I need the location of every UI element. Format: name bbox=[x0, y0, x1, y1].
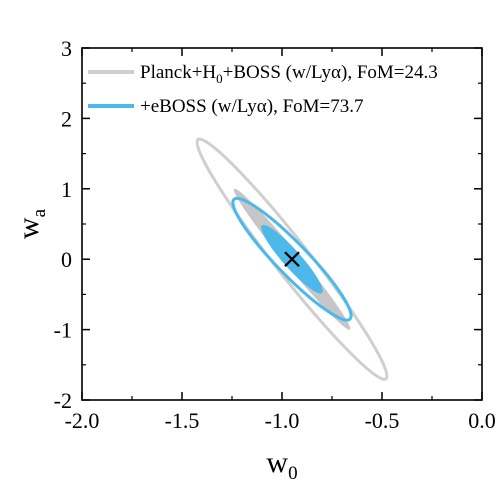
x-tick-label: -2.0 bbox=[65, 408, 100, 433]
y-axis-title-main: w bbox=[12, 217, 45, 239]
x-axis-title: w0 bbox=[266, 446, 297, 484]
x-tick-label: 0.0 bbox=[468, 408, 496, 433]
y-axis-title: wa bbox=[12, 208, 50, 239]
legend-label-planck-pre: Planck+H bbox=[140, 62, 216, 83]
legend-label-eboss: +eBOSS (w/Lyα), FoM=73.7 bbox=[140, 96, 364, 117]
legend-label-planck: Planck+H0+BOSS (w/Lyα), FoM=24.3 bbox=[140, 62, 438, 86]
legend-label-planck-post: +BOSS (w/Lyα), FoM=24.3 bbox=[223, 62, 438, 83]
legend-label-planck-subscript: 0 bbox=[216, 71, 223, 86]
y-tick-label: -1 bbox=[54, 318, 72, 343]
y-tick-label: 1 bbox=[61, 177, 72, 202]
fiducial-marker-stroke-b bbox=[284, 251, 300, 267]
y-tick-label: 0 bbox=[61, 247, 72, 272]
y-tick-label: 2 bbox=[61, 106, 72, 131]
fiducial-marker-layer bbox=[284, 251, 300, 267]
y-axis-title-subscript: a bbox=[29, 208, 50, 217]
contour-eboss-2sigma bbox=[231, 196, 353, 322]
y-tick-label: 3 bbox=[61, 36, 72, 61]
x-tick-label: -1.0 bbox=[265, 408, 300, 433]
legend: Planck+H0+BOSS (w/Lyα), FoM=24.3 +eBOSS (… bbox=[88, 62, 438, 117]
y-tick-label: -2 bbox=[54, 388, 72, 413]
x-axis-title-subscript: 0 bbox=[288, 463, 298, 484]
tick-layer: -2.0 -1.5 -1.0 -0.5 0.0 -2 -1 0 1 2 3 bbox=[54, 36, 496, 433]
x-tick-label: -0.5 bbox=[365, 408, 400, 433]
x-axis-title-main: w bbox=[266, 446, 288, 479]
x-tick-label: -1.5 bbox=[165, 408, 200, 433]
